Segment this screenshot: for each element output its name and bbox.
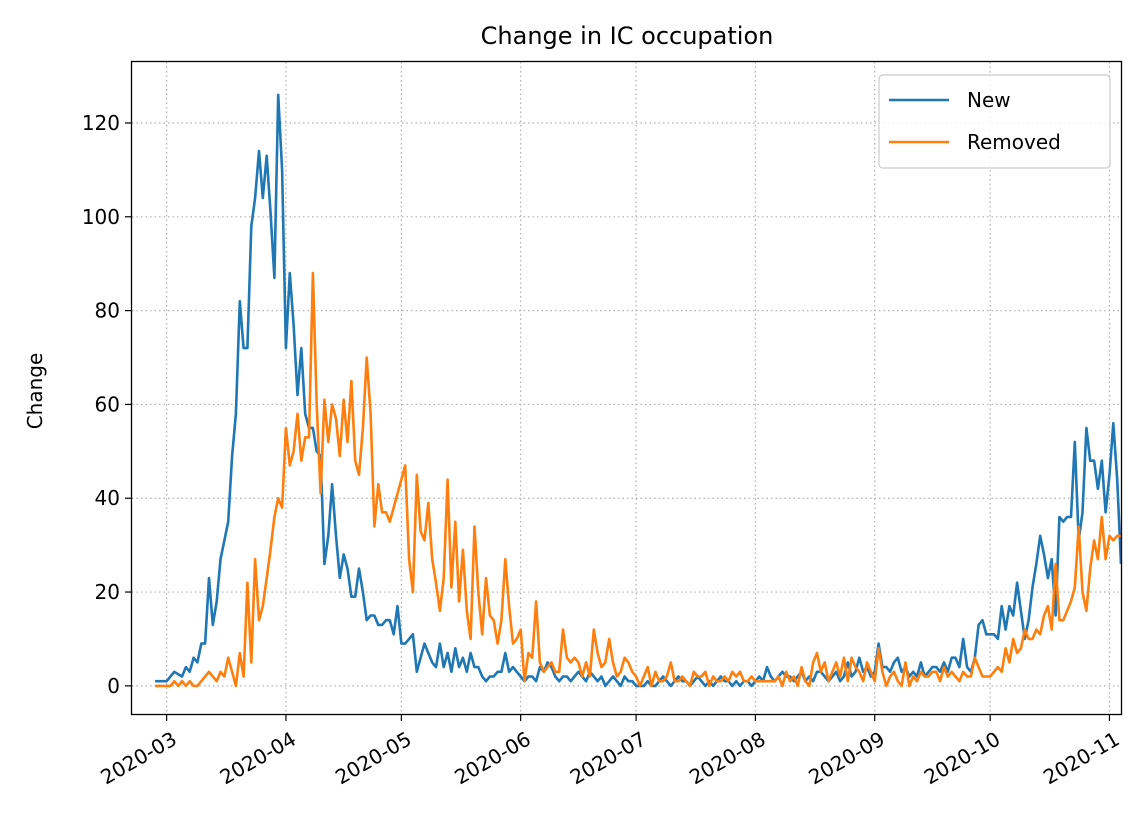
x-tick-label: 2020-07 (566, 727, 650, 790)
plot-frame (130, 60, 1123, 716)
y-tick-label: 80 (95, 299, 120, 323)
legend-box (878, 74, 1111, 169)
x-tick-label: 2020-06 (450, 727, 534, 790)
y-tick-label: 60 (95, 392, 120, 416)
legend-label: Removed (967, 130, 1061, 154)
x-tick-label: 2020-08 (685, 727, 769, 790)
legend-label: New (967, 88, 1011, 112)
y-tick-label: 100 (82, 205, 120, 229)
x-tick-label: 2020-05 (331, 727, 415, 790)
x-axis: 2020-03 2020-04 2020-05 2020-06 2020-07 2020-… (96, 714, 1124, 790)
y-tick-label: 40 (95, 486, 120, 510)
y-axis: 0 20 40 60 80 100 120 (82, 111, 132, 698)
y-axis-label: Change (23, 353, 47, 430)
x-tick-label: 2020-10 (920, 727, 1004, 790)
x-tick-label: 2020-04 (216, 727, 300, 790)
series-line-new (155, 93, 1123, 688)
x-tick-label: 2020-09 (804, 727, 888, 790)
chart-title: Change in IC occupation (481, 22, 774, 50)
x-tick-label: 2020-11 (1039, 727, 1123, 790)
legend: New Removed (878, 74, 1111, 169)
series-layer (155, 93, 1123, 688)
y-tick-label: 20 (95, 580, 120, 604)
y-tick-label: 0 (107, 674, 120, 698)
series-line-removed (155, 271, 1121, 688)
x-tick-label: 2020-03 (96, 727, 180, 790)
y-tick-label: 120 (82, 111, 120, 135)
